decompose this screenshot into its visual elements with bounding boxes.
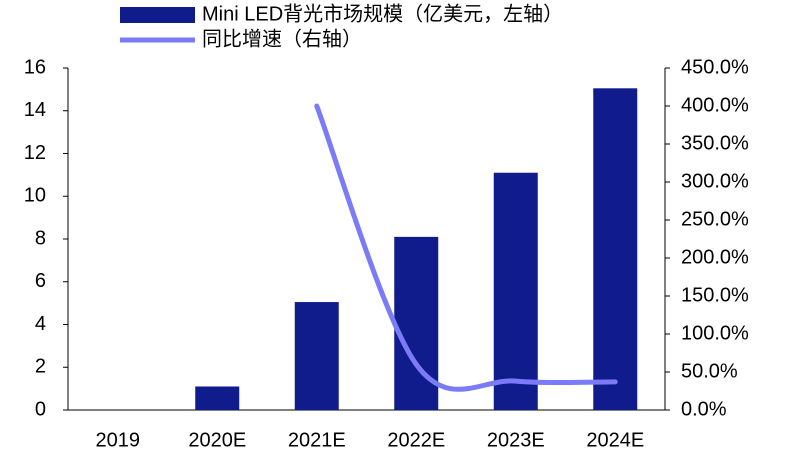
x-tick-label: 2019 xyxy=(96,429,141,451)
legend-label: 同比增速（右轴） xyxy=(202,27,362,50)
bar xyxy=(593,88,638,411)
x-tick-label: 2020E xyxy=(188,429,246,451)
y-tick-label: 2 xyxy=(35,356,46,378)
y2-tick-label: 400.0% xyxy=(681,94,749,116)
y-tick-label: 10 xyxy=(24,185,46,207)
legend-swatch xyxy=(120,7,195,23)
line xyxy=(314,103,618,392)
y-tick-label: 12 xyxy=(24,142,46,164)
bar xyxy=(195,386,240,410)
x-tick-label: 2024E xyxy=(586,429,644,451)
y2-tick-label: 300.0% xyxy=(681,170,749,192)
bar xyxy=(394,236,439,410)
x-tick-label: 2021E xyxy=(288,429,346,451)
y2-tick-label: 150.0% xyxy=(681,284,749,306)
y-tick-label: 0 xyxy=(35,398,46,420)
y2-tick-label: 0.0% xyxy=(681,398,727,420)
legend-label: Mini LED背光市场规模（亿美元，左轴） xyxy=(202,2,563,25)
y-tick-label: 8 xyxy=(35,227,46,249)
y-tick-label: 4 xyxy=(35,313,46,335)
y2-tick-label: 250.0% xyxy=(681,208,749,230)
y2-tick-label: 50.0% xyxy=(681,360,738,382)
bar xyxy=(493,172,538,410)
x-tick-label: 2023E xyxy=(487,429,545,451)
x-tick-label: 2022E xyxy=(387,429,445,451)
y2-tick-label: 450.0% xyxy=(681,56,749,78)
y2-tick-label: 350.0% xyxy=(681,132,749,154)
bar xyxy=(294,302,339,410)
y2-tick-label: 100.0% xyxy=(681,322,749,344)
y-tick-label: 14 xyxy=(24,99,46,121)
y-tick-label: 16 xyxy=(24,56,46,78)
y-tick-label: 6 xyxy=(35,270,46,292)
y2-tick-label: 200.0% xyxy=(681,246,749,268)
